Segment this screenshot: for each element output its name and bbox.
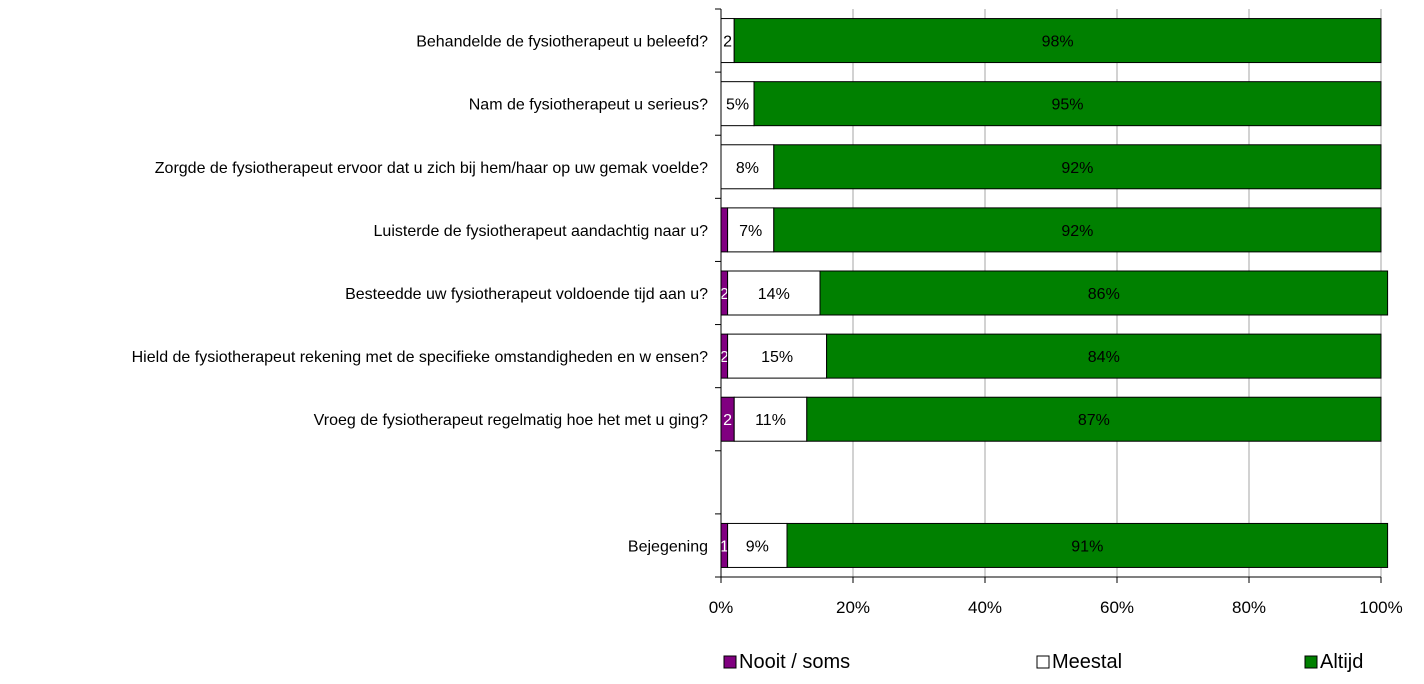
legend-label-nooit-soms: Nooit / soms <box>739 651 850 673</box>
bar-meestal <box>727 270 821 316</box>
bar-altijd <box>786 522 1389 568</box>
category-label: Besteedde uw fysiotherapeut voldoende ti… <box>345 286 708 303</box>
category-label: Zorgde de fysiotherapeut ervoor dat u zi… <box>155 160 708 177</box>
data-label: 98% <box>1042 34 1074 51</box>
data-label: 2 <box>723 412 732 429</box>
data-label: 5% <box>726 97 749 114</box>
legend-swatch-altijd <box>1304 655 1318 669</box>
data-label: 91% <box>1071 538 1103 555</box>
legend: Nooit / soms Meestal Altijd <box>723 651 1363 673</box>
legend-label-altijd: Altijd <box>1320 651 1363 673</box>
x-tick-label: 80% <box>1232 598 1266 617</box>
category-label: Vroeg de fysiotherapeut regelmatig hoe h… <box>314 412 708 429</box>
bar-altijd <box>753 81 1382 127</box>
category-label: Nam de fysiotherapeut u serieus? <box>469 97 708 114</box>
legend-swatch-nooit-soms <box>723 655 737 669</box>
bar-altijd <box>819 270 1389 316</box>
x-tick-label: 60% <box>1100 598 1134 617</box>
axis-layer: Behandelde de fysiotherapeut u beleefd? N… <box>132 8 1403 617</box>
data-label: 14% <box>758 286 790 303</box>
category-label: Bejegening <box>628 538 708 555</box>
bar-meestal <box>720 81 755 127</box>
bar-altijd <box>773 144 1382 190</box>
bar-nooit-soms <box>720 207 729 253</box>
data-label: 8% <box>736 160 759 177</box>
x-tick-label: 0% <box>709 598 734 617</box>
bar-meestal <box>727 333 828 379</box>
data-label: 86% <box>1088 286 1120 303</box>
data-label: 7% <box>739 223 762 240</box>
data-label: 9% <box>746 538 769 555</box>
bar-meestal <box>733 396 808 442</box>
bar-altijd <box>733 18 1382 64</box>
data-label: 95% <box>1051 97 1083 114</box>
data-label: 87% <box>1078 412 1110 429</box>
data-label: 2 <box>723 34 732 51</box>
category-label: Behandelde de fysiotherapeut u beleefd? <box>416 34 708 51</box>
data-label: 2 <box>720 286 729 303</box>
category-label: Hield de fysiotherapeut rekening met de … <box>132 349 708 366</box>
bar-altijd <box>826 333 1382 379</box>
x-tick-label: 40% <box>968 598 1002 617</box>
legend-label-meestal: Meestal <box>1052 651 1122 673</box>
bar-altijd <box>806 396 1382 442</box>
data-label: 11% <box>755 412 786 429</box>
legend-swatch-meestal <box>1036 655 1050 669</box>
data-label: 15% <box>761 349 793 366</box>
x-tick-label: 100% <box>1359 598 1402 617</box>
data-label: 84% <box>1088 349 1120 366</box>
bars-layer: 2 98% 5% 95% 8% 92% 7% 92% 2 14% 86% 2 15% 84% 2 11% 87%… <box>720 18 1389 568</box>
category-label: Luisterde de fysiotherapeut aandachtig n… <box>374 223 709 240</box>
data-label: 2 <box>720 349 729 366</box>
data-label: 92% <box>1061 223 1093 240</box>
x-tick-label: 20% <box>836 598 870 617</box>
data-label: 92% <box>1061 160 1093 177</box>
bar-altijd <box>773 207 1382 253</box>
data-label: 1 <box>720 538 729 555</box>
bar-meestal <box>727 207 775 253</box>
